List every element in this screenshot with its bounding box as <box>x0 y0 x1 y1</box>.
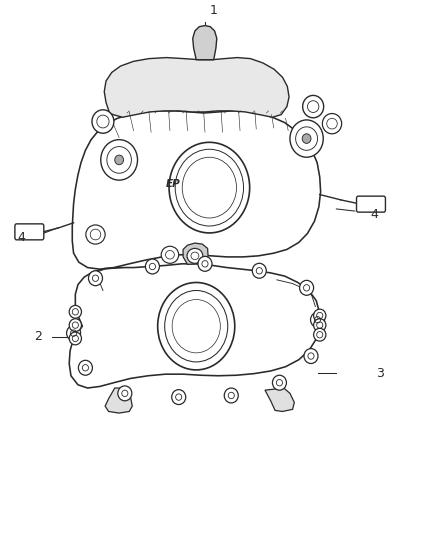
Ellipse shape <box>303 95 324 118</box>
Ellipse shape <box>322 114 342 134</box>
Ellipse shape <box>302 134 311 143</box>
Ellipse shape <box>92 110 114 133</box>
Polygon shape <box>72 111 321 269</box>
Ellipse shape <box>300 280 314 295</box>
Ellipse shape <box>115 155 124 165</box>
Ellipse shape <box>311 312 325 327</box>
Text: EP: EP <box>166 179 180 189</box>
Ellipse shape <box>86 225 105 244</box>
Polygon shape <box>183 243 208 264</box>
Text: 4: 4 <box>370 208 378 221</box>
Polygon shape <box>104 58 289 117</box>
Ellipse shape <box>290 120 323 157</box>
Ellipse shape <box>69 319 81 332</box>
Polygon shape <box>69 264 320 388</box>
FancyBboxPatch shape <box>15 224 44 240</box>
Ellipse shape <box>145 259 159 274</box>
Ellipse shape <box>224 388 238 403</box>
Ellipse shape <box>198 256 212 271</box>
Ellipse shape <box>304 349 318 364</box>
Ellipse shape <box>161 246 179 263</box>
Ellipse shape <box>67 326 81 341</box>
Ellipse shape <box>172 390 186 405</box>
Ellipse shape <box>314 309 326 322</box>
FancyBboxPatch shape <box>357 196 385 212</box>
Text: 1: 1 <box>210 4 218 17</box>
Ellipse shape <box>69 305 81 318</box>
Polygon shape <box>105 388 132 413</box>
Ellipse shape <box>88 271 102 286</box>
Polygon shape <box>265 388 294 411</box>
Ellipse shape <box>69 332 81 345</box>
Ellipse shape <box>252 263 266 278</box>
Text: 3: 3 <box>376 367 384 379</box>
Ellipse shape <box>187 248 203 263</box>
Ellipse shape <box>314 319 326 332</box>
Ellipse shape <box>169 142 250 233</box>
Ellipse shape <box>314 328 326 341</box>
Text: 4: 4 <box>18 231 25 244</box>
Text: 2: 2 <box>34 330 42 343</box>
Ellipse shape <box>78 360 92 375</box>
Ellipse shape <box>118 386 132 401</box>
Polygon shape <box>193 26 217 60</box>
Ellipse shape <box>272 375 286 390</box>
Ellipse shape <box>158 282 235 370</box>
Ellipse shape <box>101 140 138 180</box>
